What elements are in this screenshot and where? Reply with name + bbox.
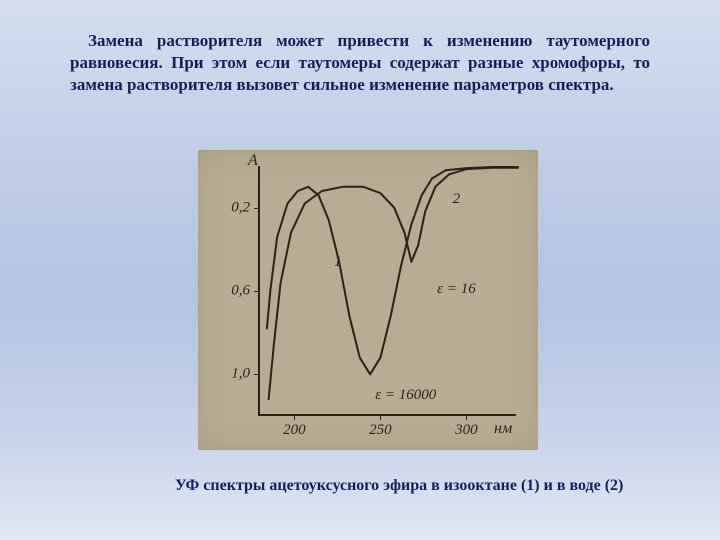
y-tick-label: 1,0 — [210, 366, 250, 383]
x-tick-label: 200 — [283, 422, 306, 439]
curves-svg — [260, 166, 518, 416]
series-label: 2 — [453, 191, 461, 208]
figure-caption: УФ спектры ацетоуксусного эфира в изоокт… — [175, 477, 675, 495]
x-tick-label: 300 — [455, 422, 478, 439]
y-tick — [254, 208, 260, 209]
y-tick-label: 0,6 — [210, 283, 250, 300]
annotation: ε = 16 — [437, 281, 476, 298]
curve-2-path — [269, 168, 518, 400]
uv-spectrum-chart: A нм 0,2 0,6 1,0 200 250 300 1 2 ε = 16000 ε = 16 — [198, 150, 538, 450]
paragraph-text: Замена растворителя может привести к изм… — [70, 30, 650, 95]
curve-1-path — [267, 167, 518, 374]
y-tick — [254, 374, 260, 375]
y-tick — [254, 291, 260, 292]
y-tick-label: 0,2 — [210, 199, 250, 216]
x-axis-title: нм — [494, 420, 512, 438]
annotation: ε = 16000 — [375, 387, 436, 404]
x-tick-label: 250 — [369, 422, 392, 439]
x-tick — [466, 414, 467, 420]
x-tick — [380, 414, 381, 420]
intro-paragraph: Замена растворителя может привести к изм… — [70, 30, 650, 95]
x-tick — [294, 414, 295, 420]
series-label: 1 — [334, 254, 342, 271]
y-axis-title: A — [248, 152, 258, 170]
plot-area: A нм 0,20,61,020025030012ε = 16000ε = 16 — [258, 166, 516, 416]
